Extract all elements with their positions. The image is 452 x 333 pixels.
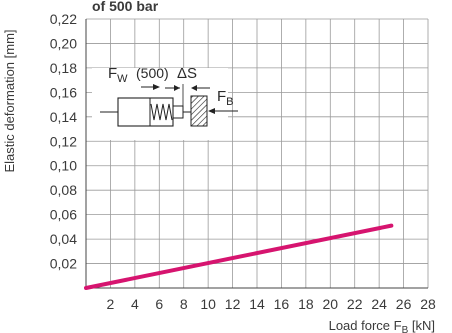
series-layer	[84, 223, 394, 290]
y-tick-label: 0,02	[50, 256, 77, 272]
fw-label-main: F	[108, 65, 117, 82]
x-tick-label: 14	[249, 296, 265, 312]
axes	[85, 19, 428, 289]
x-tick-label: 8	[180, 296, 188, 312]
y-tick-label: 0,16	[50, 84, 77, 100]
x-axis-label-unit: [kN]	[408, 318, 435, 333]
x-tick-label: 28	[420, 296, 436, 312]
x-tick-label: 22	[347, 296, 363, 312]
ds-arrow-right-head	[191, 85, 197, 91]
x-tick-label: 10	[200, 296, 216, 312]
y-tick-label: 0,20	[50, 35, 77, 51]
spring-icon	[150, 103, 173, 121]
grid-lines	[86, 18, 429, 288]
y-tick-label: 0,14	[50, 109, 77, 125]
inset-diagram: FW (500) ΔS FB	[92, 65, 238, 140]
series-line-0	[84, 223, 394, 290]
y-axis-label: Elastic deformation [mm]	[2, 29, 17, 172]
header-fragment: of 500 bar	[92, 0, 159, 14]
fw-value: (500)	[136, 65, 169, 81]
fw-arrow-head	[153, 84, 160, 90]
y-tick-label: 0,10	[50, 158, 77, 174]
y-tick-label: 0,18	[50, 60, 77, 76]
x-tick-label: 20	[322, 296, 338, 312]
y-tick-labels: 0,02 0,04 0,06 0,08 0,10 0,12 0,14 0,16 0,18 0,20…	[50, 11, 77, 272]
fb-label-sub: B	[226, 96, 233, 108]
ds-label: ΔS	[177, 65, 197, 82]
workpiece-block	[190, 95, 208, 127]
x-tick-labels: 2 4 6 8 10 12 14 16 18 20 22 24 26 28	[107, 296, 436, 312]
x-tick-label: 26	[396, 296, 412, 312]
x-tick-label: 12	[225, 296, 241, 312]
x-tick-label: 18	[298, 296, 314, 312]
y-tick-label: 0,06	[50, 207, 77, 223]
y-tick-label: 0,12	[50, 133, 77, 149]
x-axis-label-sub: B	[402, 325, 409, 333]
fb-arrow-head	[208, 108, 215, 114]
x-axis-label: Load force FB [kN]	[329, 318, 435, 333]
y-tick-label: 0,08	[50, 182, 77, 198]
x-tick-label: 6	[155, 296, 163, 312]
x-axis-label-main: Load force F	[329, 318, 402, 333]
fb-label-main: F	[217, 88, 226, 105]
x-tick-label: 2	[107, 296, 115, 312]
fw-label-sub: W	[117, 73, 128, 85]
ds-arrow-left-head	[174, 85, 180, 91]
x-tick-label: 16	[274, 296, 290, 312]
y-tick-label: 0,04	[50, 231, 77, 247]
y-tick-label: 0,22	[50, 11, 77, 27]
fw-label: FW	[108, 65, 128, 85]
x-tick-label: 24	[371, 296, 387, 312]
fb-label: FB	[217, 88, 234, 108]
x-tick-label: 4	[131, 296, 139, 312]
